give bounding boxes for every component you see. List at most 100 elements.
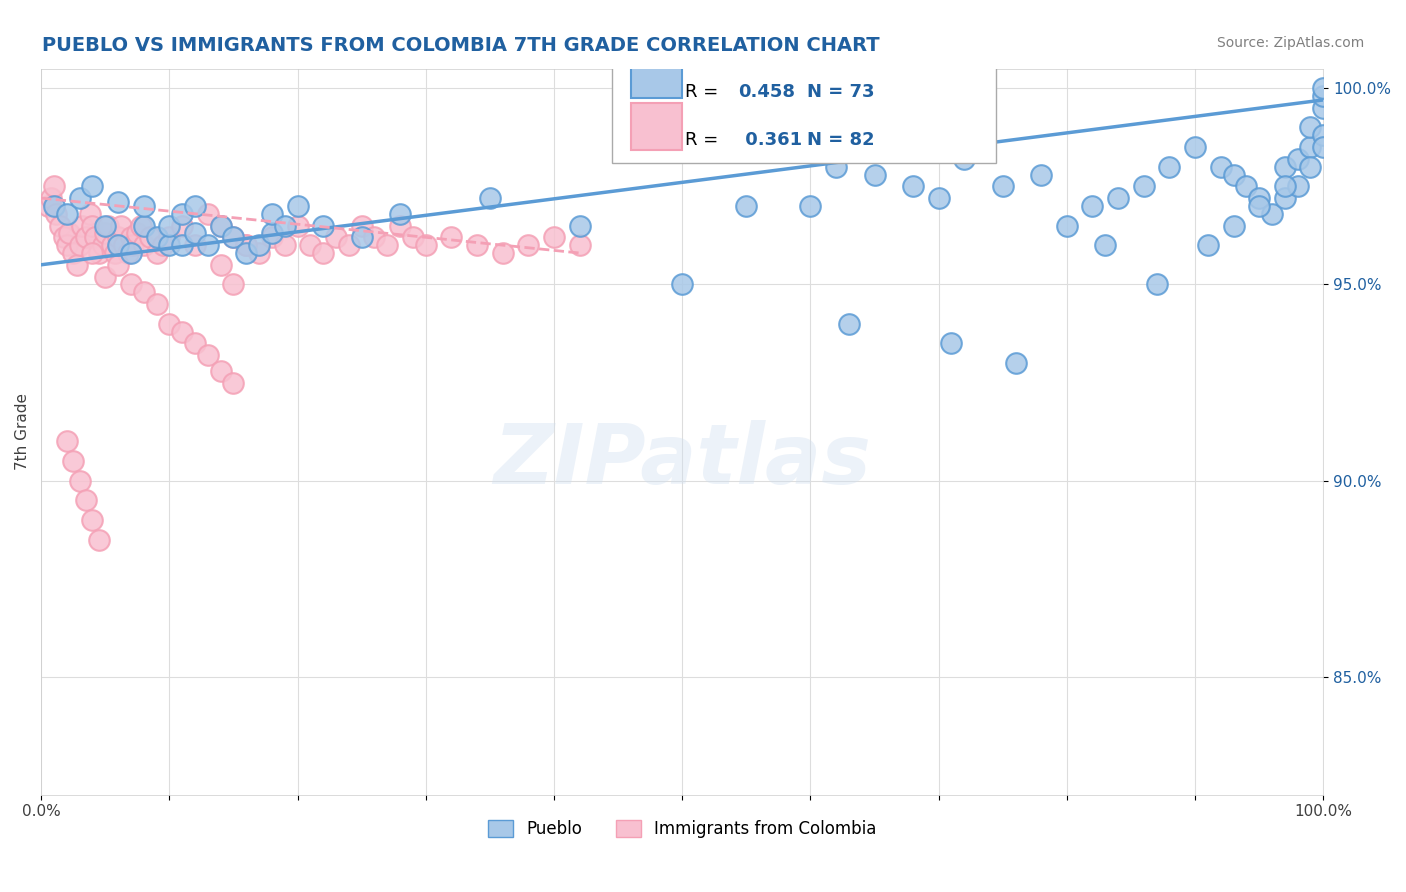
Point xyxy=(82,219,104,233)
Point xyxy=(55,238,77,252)
Point xyxy=(172,238,194,252)
Point xyxy=(337,238,360,252)
Point xyxy=(1004,356,1026,370)
FancyBboxPatch shape xyxy=(612,54,997,163)
Point xyxy=(312,246,335,260)
Point xyxy=(287,199,309,213)
Text: N = 73: N = 73 xyxy=(807,84,875,102)
Text: N = 82: N = 82 xyxy=(807,130,875,149)
Point xyxy=(120,246,142,260)
Point xyxy=(1299,120,1322,135)
Point xyxy=(94,269,117,284)
Point xyxy=(235,238,257,252)
Point xyxy=(172,219,194,233)
Point xyxy=(350,230,373,244)
Point xyxy=(1159,160,1181,174)
Point xyxy=(172,207,194,221)
Point xyxy=(69,191,91,205)
Point xyxy=(120,277,142,292)
Point xyxy=(1286,179,1309,194)
Point xyxy=(107,230,129,244)
FancyBboxPatch shape xyxy=(631,103,682,150)
Point xyxy=(325,230,347,244)
Point xyxy=(1312,128,1334,143)
Point xyxy=(568,219,591,233)
Point xyxy=(41,191,63,205)
Point xyxy=(389,219,412,233)
Point xyxy=(1056,219,1078,233)
Point xyxy=(209,219,232,233)
Point xyxy=(45,207,67,221)
Point xyxy=(1274,160,1296,174)
Point xyxy=(415,238,437,252)
Point xyxy=(274,238,297,252)
Point xyxy=(120,230,142,244)
Point xyxy=(825,160,848,174)
Point xyxy=(222,376,245,390)
Point xyxy=(55,207,77,221)
Text: 0.458: 0.458 xyxy=(738,84,796,102)
Point xyxy=(75,493,97,508)
Point xyxy=(91,238,114,252)
Point xyxy=(1197,238,1219,252)
Point xyxy=(465,238,488,252)
Point xyxy=(49,219,72,233)
Legend: Pueblo, Immigrants from Colombia: Pueblo, Immigrants from Colombia xyxy=(481,813,883,845)
Point xyxy=(389,207,412,221)
Point xyxy=(84,230,107,244)
Point xyxy=(402,230,425,244)
Point xyxy=(1249,191,1271,205)
Point xyxy=(58,227,80,241)
Point xyxy=(1184,140,1206,154)
Point xyxy=(69,474,91,488)
Point xyxy=(172,325,194,339)
Point xyxy=(107,238,129,252)
Point xyxy=(75,230,97,244)
Point xyxy=(79,207,101,221)
Point xyxy=(129,219,152,233)
Point xyxy=(350,219,373,233)
Point xyxy=(543,230,565,244)
Point xyxy=(1299,160,1322,174)
Point xyxy=(299,238,322,252)
Point xyxy=(145,230,167,244)
Point xyxy=(209,219,232,233)
Point xyxy=(375,238,398,252)
Point xyxy=(1209,160,1232,174)
Point xyxy=(274,219,297,233)
Point xyxy=(440,230,463,244)
Point xyxy=(184,238,207,252)
Point xyxy=(127,227,149,241)
Point xyxy=(1249,199,1271,213)
Point xyxy=(953,152,976,166)
Point xyxy=(799,199,821,213)
Point xyxy=(222,230,245,244)
Point xyxy=(82,179,104,194)
Point xyxy=(157,238,180,252)
Point xyxy=(110,219,132,233)
Point xyxy=(235,246,257,260)
Point xyxy=(69,238,91,252)
Point xyxy=(42,199,65,213)
Point xyxy=(222,277,245,292)
Point xyxy=(197,348,219,362)
Point xyxy=(157,317,180,331)
Point xyxy=(568,238,591,252)
Point xyxy=(235,238,257,252)
Point xyxy=(1222,219,1244,233)
Point xyxy=(132,285,155,300)
Point xyxy=(132,219,155,233)
Point xyxy=(735,199,758,213)
Point xyxy=(260,227,283,241)
Point xyxy=(941,336,963,351)
Point xyxy=(184,199,207,213)
Point xyxy=(287,219,309,233)
Point xyxy=(1234,179,1257,194)
Point xyxy=(1312,89,1334,103)
Point xyxy=(145,297,167,311)
Point xyxy=(1146,277,1168,292)
Point xyxy=(1261,207,1284,221)
Point xyxy=(991,179,1014,194)
Point xyxy=(62,454,84,468)
Point xyxy=(209,258,232,272)
